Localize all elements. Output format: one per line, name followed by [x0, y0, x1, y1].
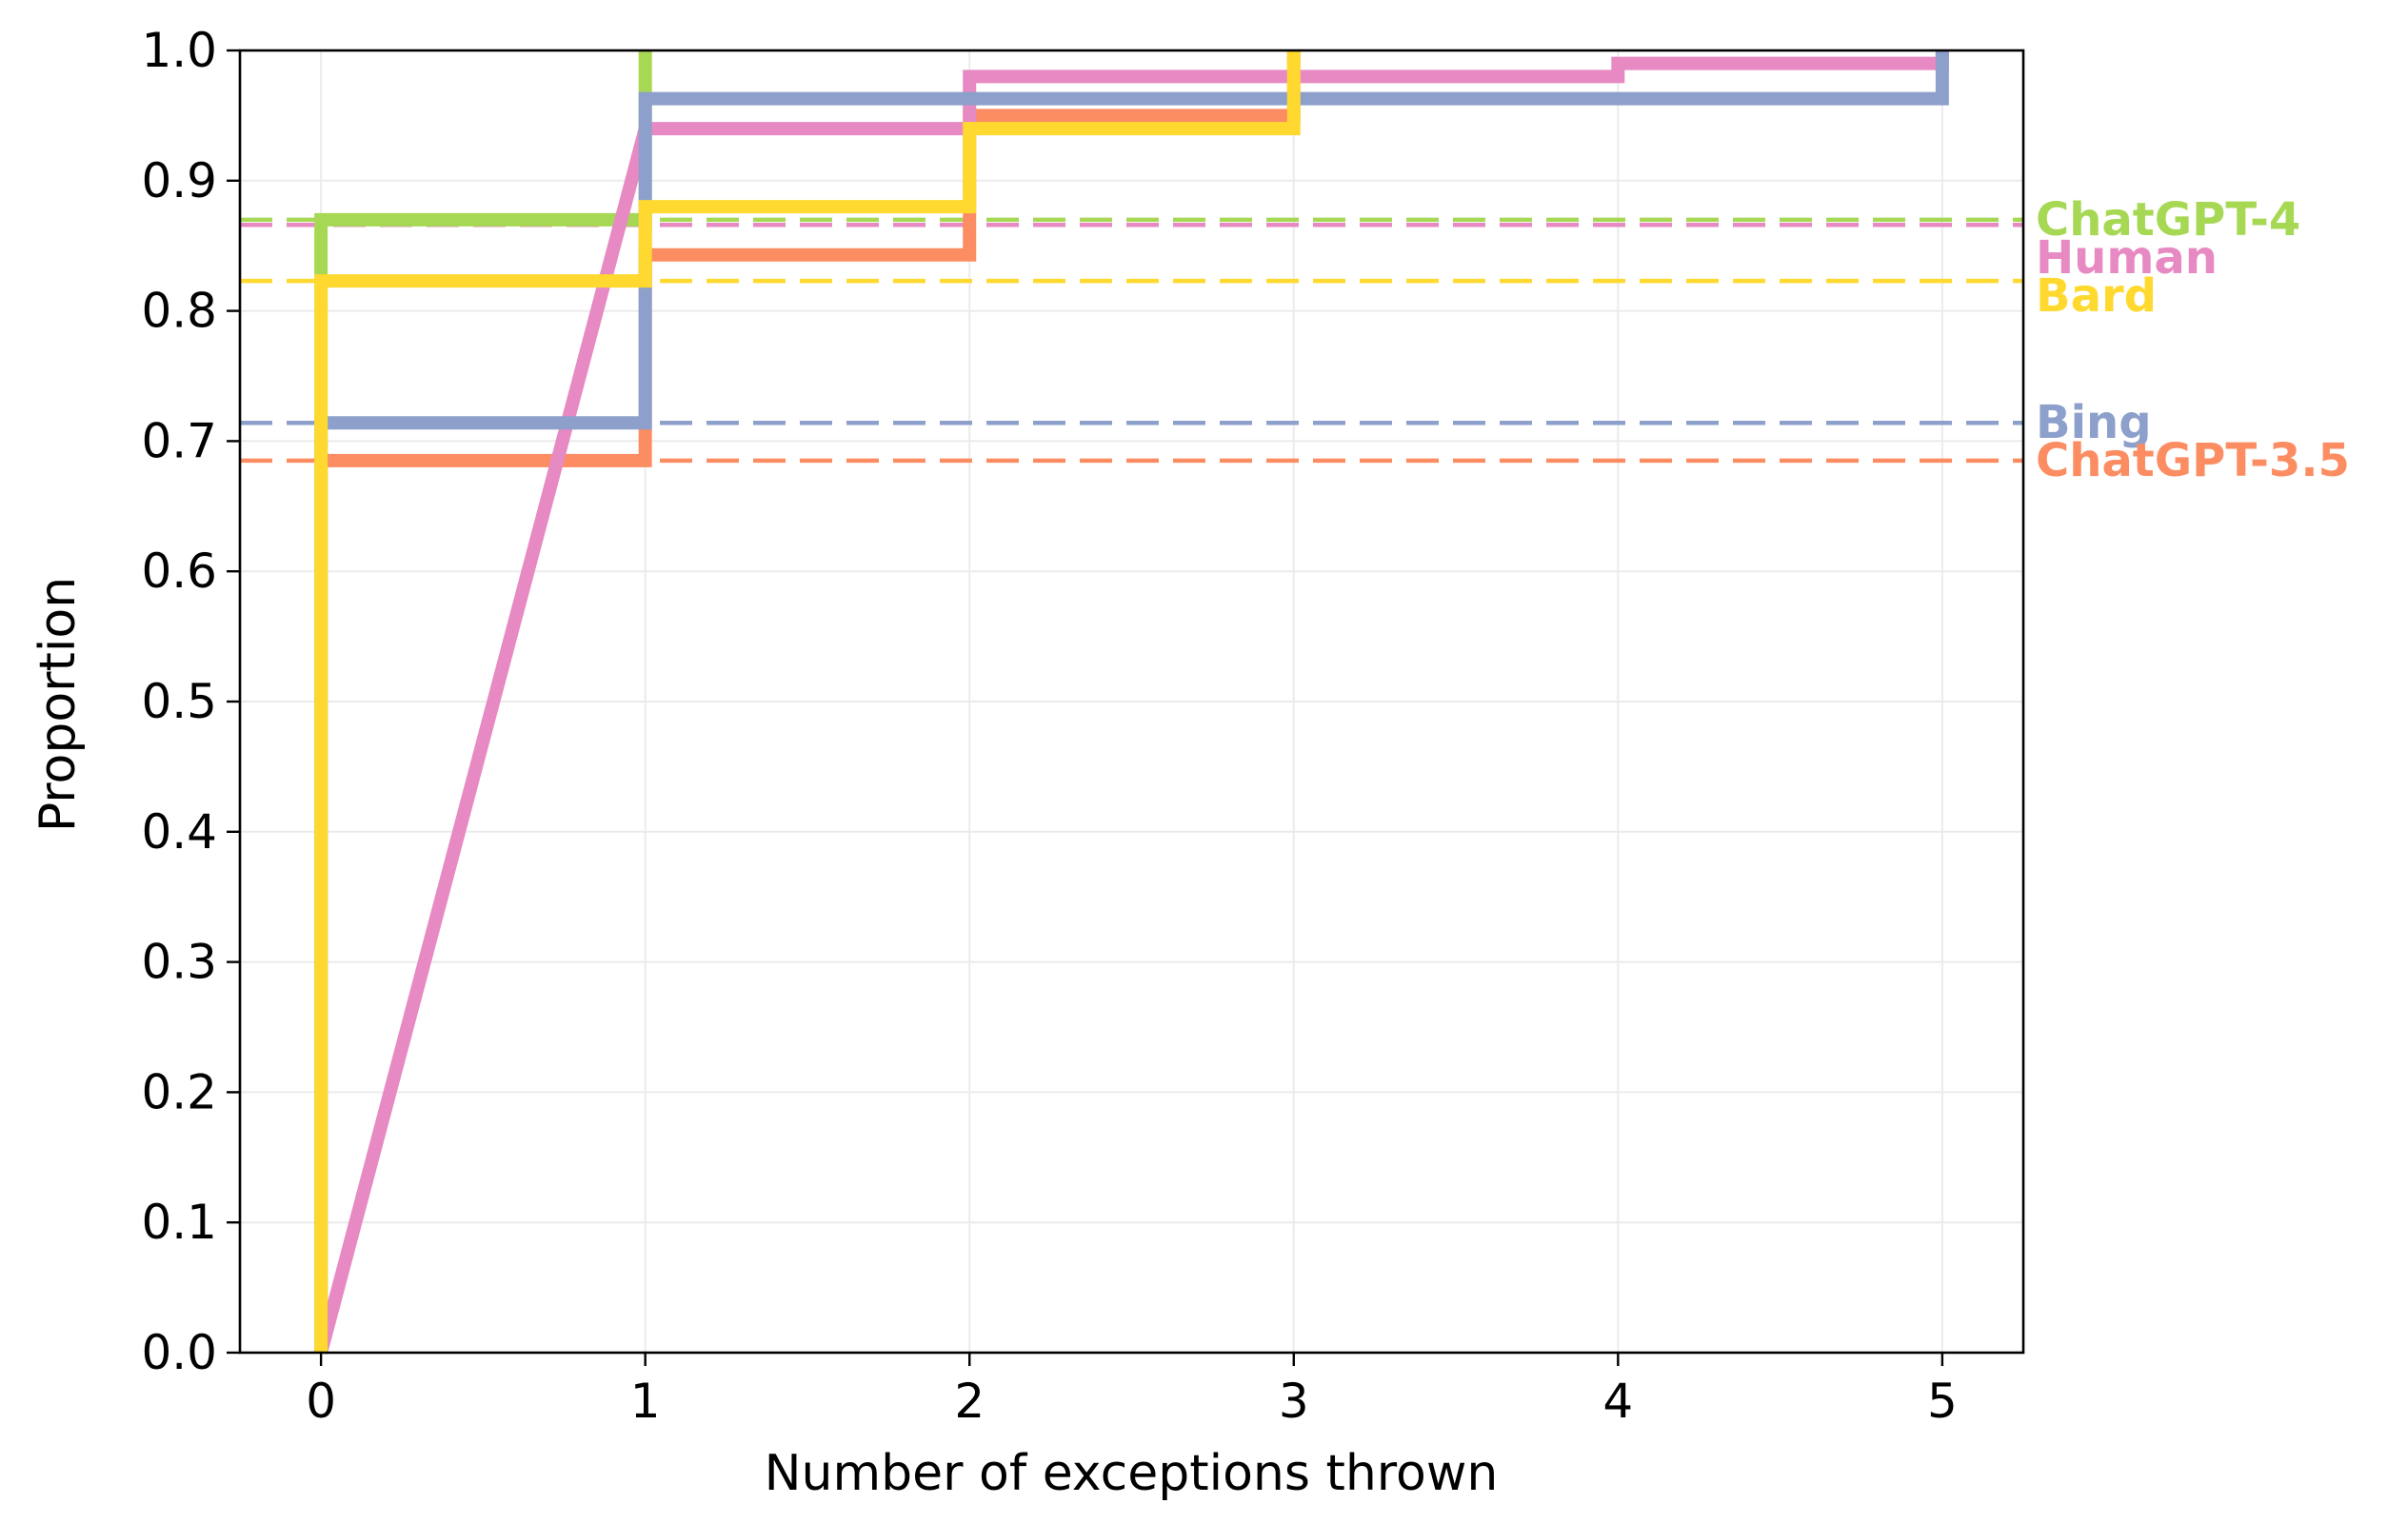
x-tick-label-5: 5 [1927, 1374, 1958, 1429]
y-tick-label-2: 0.2 [141, 1064, 217, 1119]
series-label-chatgpt-3-5: ChatGPT-3.5 [2036, 434, 2350, 487]
y-tick-label-1: 0.1 [141, 1195, 217, 1250]
y-tick-label-5: 0.5 [141, 674, 217, 729]
x-tick-label-4: 4 [1602, 1374, 1633, 1429]
y-tick-label-6: 0.6 [141, 544, 217, 599]
y-tick-label-7: 0.7 [141, 413, 217, 468]
y-axis-label: Proportion [30, 577, 87, 832]
series-label-bing: Bing [2036, 396, 2152, 449]
y-tick-label-3: 0.3 [141, 935, 217, 990]
x-tick-label-0: 0 [306, 1374, 336, 1429]
series-label-bard: Bard [2036, 269, 2157, 323]
y-tick-label-10: 1.0 [141, 23, 217, 78]
x-tick-label-2: 2 [954, 1374, 985, 1429]
step-lines [314, 50, 1949, 1355]
step-line-chatgpt-3-5 [314, 50, 1301, 1353]
axis-ticks: 0 1 2 3 4 5 0.0 0.1 0.2 0.3 0.4 0.5 0.6 0.7 0.8 0.9 1.0 [141, 23, 1957, 1429]
x-tick-label-1: 1 [630, 1374, 661, 1429]
series-label-human: Human [2036, 231, 2218, 285]
step-line-bard [314, 50, 1301, 1353]
y-tick-label-9: 0.9 [141, 153, 217, 208]
x-axis-label: Number of exceptions thrown [765, 1445, 1499, 1502]
y-tick-label-8: 0.8 [141, 284, 217, 339]
grid-lines [240, 49, 2023, 1354]
x-tick-label-3: 3 [1279, 1374, 1309, 1429]
y-tick-label-4: 0.4 [141, 804, 217, 860]
y-tick-label-0: 0.0 [141, 1325, 217, 1380]
series-label-chatgpt-4: ChatGPT-4 [2036, 193, 2300, 247]
